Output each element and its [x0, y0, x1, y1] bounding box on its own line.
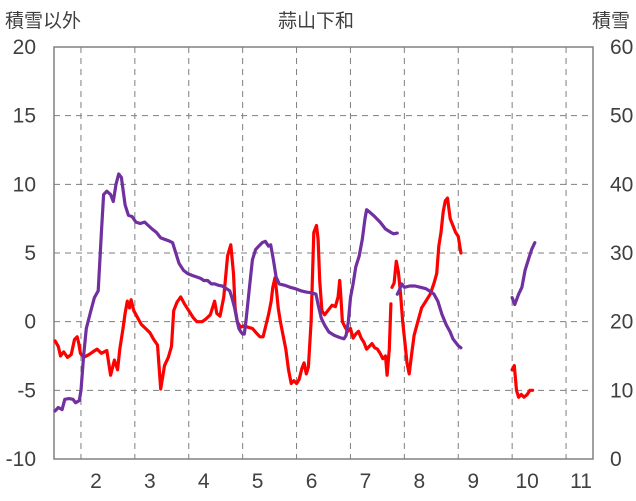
grid: [54, 47, 593, 459]
series-2-line-segment: [395, 282, 463, 350]
plot-frame: [53, 46, 594, 460]
y-left-tick-label: -10: [6, 448, 36, 471]
x-tick-label: 10: [515, 470, 538, 493]
x-tick-label: 7: [360, 470, 372, 493]
right-axis-title: 積雪: [592, 10, 630, 32]
x-tick-label: 9: [467, 470, 479, 493]
x-tick-label: 4: [198, 470, 210, 493]
chart-title: 蒜山下和: [278, 10, 354, 32]
y-left-tick-label: -5: [17, 379, 36, 402]
y-right-tick-label: 40: [610, 173, 633, 196]
series-1-line-segment: [390, 196, 463, 376]
y-left-tick-label: 0: [24, 311, 36, 334]
x-tick-label: 2: [90, 470, 102, 493]
series-2-line-segment: [510, 241, 537, 307]
y-right-tick-label: 50: [610, 105, 633, 128]
y-left-tick-label: 10: [13, 173, 36, 196]
series-1-line-segment: [510, 364, 535, 399]
x-tick-label: 6: [306, 470, 318, 493]
x-tick-label: 8: [414, 470, 426, 493]
y-right-tick-label: 10: [610, 379, 633, 402]
y-right-tick-label: 0: [610, 448, 622, 471]
series-2-line-segment: [53, 172, 399, 413]
x-tick-label: 5: [252, 470, 264, 493]
tick-labels: -10 -5 0 5 10 15 20 0 10 20 30 40 50 60 2 3 4 5 6 7 8 9 10 11: [6, 36, 634, 493]
y-right-tick-label: 60: [610, 36, 633, 59]
y-left-tick-label: 5: [24, 242, 36, 265]
x-tick-label: 11: [570, 470, 592, 493]
y-left-tick-label: 20: [13, 36, 36, 59]
y-right-tick-label: 20: [610, 311, 633, 334]
y-left-tick-label: 15: [13, 105, 36, 128]
series-layer: [53, 172, 537, 413]
y-right-tick-label: 30: [610, 242, 633, 265]
left-axis-title: 積雪以外: [5, 10, 81, 32]
x-tick-label: 3: [144, 470, 156, 493]
